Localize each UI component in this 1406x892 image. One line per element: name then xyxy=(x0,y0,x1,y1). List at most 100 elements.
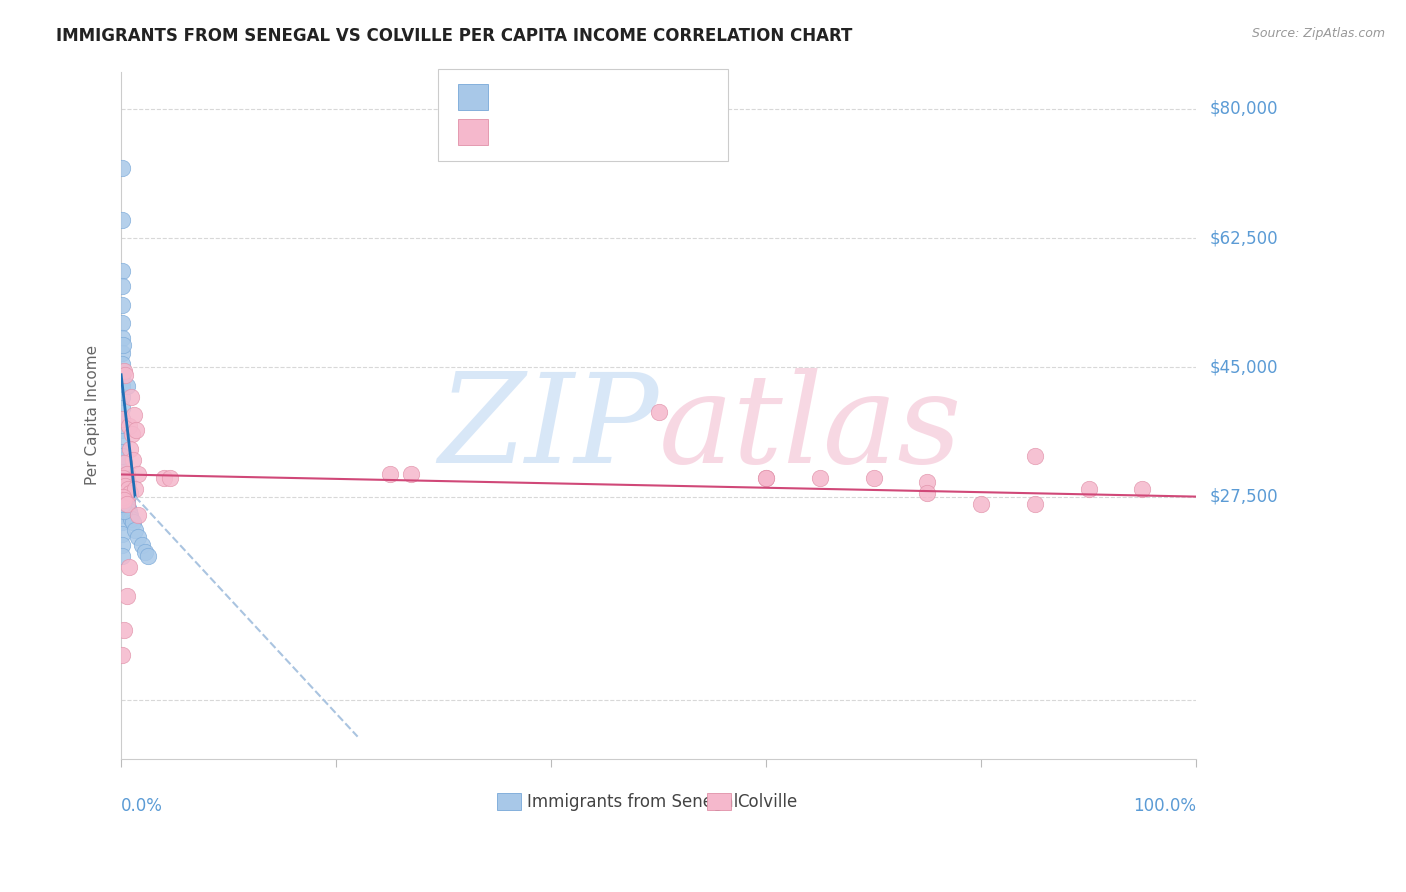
FancyBboxPatch shape xyxy=(457,120,488,145)
Text: 100.0%: 100.0% xyxy=(1133,797,1197,814)
Text: $45,000: $45,000 xyxy=(1211,359,1278,376)
Point xyxy=(111,508,134,522)
Text: R =: R = xyxy=(495,87,537,105)
Point xyxy=(122,516,145,530)
Text: 51: 51 xyxy=(630,87,652,105)
FancyBboxPatch shape xyxy=(457,84,488,110)
Text: N =: N = xyxy=(595,123,636,142)
Point xyxy=(124,523,146,537)
Text: Colville: Colville xyxy=(737,793,797,811)
Point xyxy=(111,456,134,470)
Point xyxy=(118,504,141,518)
Point xyxy=(127,508,149,522)
Text: -0.087: -0.087 xyxy=(533,123,592,142)
Point xyxy=(1024,497,1046,511)
Text: N =: N = xyxy=(595,87,636,105)
Y-axis label: Per Capita Income: Per Capita Income xyxy=(86,345,100,485)
Point xyxy=(112,471,135,485)
Point xyxy=(118,486,141,500)
Point xyxy=(112,490,135,504)
Point xyxy=(114,486,136,500)
Point xyxy=(115,467,138,482)
Point xyxy=(970,497,993,511)
Point xyxy=(111,412,134,426)
Text: atlas: atlas xyxy=(658,368,962,490)
Point xyxy=(118,559,141,574)
FancyBboxPatch shape xyxy=(439,69,728,161)
Point xyxy=(111,357,134,371)
Point xyxy=(111,493,134,508)
Point xyxy=(111,412,134,426)
Point xyxy=(125,423,148,437)
Point xyxy=(111,648,134,663)
Point xyxy=(115,590,138,604)
Point xyxy=(112,497,135,511)
Text: $62,500: $62,500 xyxy=(1211,229,1278,247)
FancyBboxPatch shape xyxy=(498,793,522,810)
Point xyxy=(111,297,134,311)
Point xyxy=(112,456,135,470)
Point xyxy=(115,490,138,504)
Point xyxy=(1077,482,1099,496)
Point xyxy=(111,212,134,227)
Point xyxy=(136,549,159,563)
Point xyxy=(131,538,153,552)
Point xyxy=(111,526,134,541)
Point xyxy=(120,390,142,404)
Point xyxy=(117,500,139,515)
Point xyxy=(111,538,134,552)
Point xyxy=(755,471,778,485)
Point xyxy=(111,486,134,500)
Point xyxy=(111,279,134,293)
Point xyxy=(112,338,135,352)
Point xyxy=(153,471,176,485)
Point xyxy=(118,508,141,522)
Point xyxy=(755,471,778,485)
Point xyxy=(112,504,135,518)
Point xyxy=(114,478,136,492)
Point xyxy=(111,467,134,482)
Point xyxy=(111,401,134,415)
Point xyxy=(118,442,141,456)
Point xyxy=(917,486,939,500)
Point xyxy=(1130,482,1153,496)
Point xyxy=(917,475,939,489)
Point xyxy=(121,426,143,441)
Point xyxy=(117,475,139,489)
Text: IMMIGRANTS FROM SENEGAL VS COLVILLE PER CAPITA INCOME CORRELATION CHART: IMMIGRANTS FROM SENEGAL VS COLVILLE PER … xyxy=(56,27,852,45)
Point xyxy=(862,471,884,485)
Text: Immigrants from Senegal: Immigrants from Senegal xyxy=(527,793,738,811)
Point xyxy=(111,423,134,437)
Point xyxy=(111,390,134,404)
Point xyxy=(1024,449,1046,463)
Point xyxy=(111,445,134,459)
Text: -0.195: -0.195 xyxy=(533,87,592,105)
Point xyxy=(111,516,134,530)
Point xyxy=(127,467,149,482)
Point xyxy=(111,379,134,393)
Point xyxy=(111,316,134,330)
Point xyxy=(122,452,145,467)
Point xyxy=(111,467,134,482)
FancyBboxPatch shape xyxy=(707,793,731,810)
Point xyxy=(112,623,135,637)
Point xyxy=(115,497,138,511)
Point xyxy=(117,482,139,496)
Point xyxy=(112,364,135,378)
Point xyxy=(111,368,134,382)
Point xyxy=(118,419,141,434)
Point xyxy=(115,493,138,508)
Point xyxy=(111,264,134,278)
Point xyxy=(111,477,134,491)
Point xyxy=(159,471,181,485)
Point xyxy=(112,482,135,496)
Point xyxy=(115,379,138,393)
Point xyxy=(808,471,831,485)
Point xyxy=(647,405,669,419)
Text: 34: 34 xyxy=(630,123,652,142)
Point xyxy=(112,471,135,485)
Point xyxy=(111,452,134,467)
Text: R =: R = xyxy=(495,123,537,142)
Point xyxy=(112,493,135,508)
Point xyxy=(120,512,142,526)
